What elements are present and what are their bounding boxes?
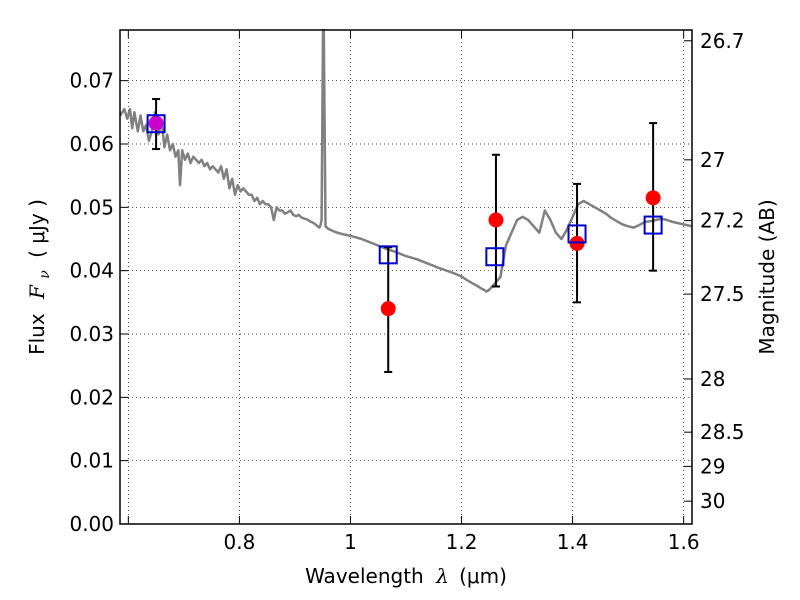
y2-tick-label: 29 bbox=[700, 454, 725, 478]
y2-tick-label: 28 bbox=[700, 367, 725, 391]
observed-points bbox=[148, 115, 661, 317]
x-tick-label: 1 bbox=[344, 530, 357, 554]
y2-tick-label: 27.5 bbox=[700, 282, 745, 306]
y-tick-label: 0.02 bbox=[69, 385, 114, 409]
y-axis-title-unit: ( μJy ) bbox=[25, 199, 49, 258]
observed-point bbox=[148, 115, 164, 131]
y-tick-label: 0.05 bbox=[69, 195, 114, 219]
y-tick-label: 0.06 bbox=[69, 132, 114, 156]
y-tick-label: 0.04 bbox=[69, 259, 114, 283]
y-axis-title: Flux F ν ( μJy ) bbox=[25, 199, 54, 355]
x-axis-title-unit: (μm) bbox=[459, 564, 507, 588]
y-axis-title-symbol: F bbox=[25, 284, 49, 300]
y2-axis-title: Magnitude (AB) bbox=[755, 199, 779, 354]
observed-point bbox=[488, 212, 504, 228]
y-tick-label: 0.01 bbox=[69, 449, 114, 473]
y2-tick-label: 27.2 bbox=[700, 209, 745, 233]
model-photometry-square bbox=[378, 245, 398, 265]
y2-tick-label: 30 bbox=[700, 489, 725, 513]
y-axis-title-subscript: ν bbox=[37, 270, 53, 279]
x-axis-title: Wavelength λ (μm) bbox=[305, 564, 507, 588]
model-photometry-square bbox=[485, 247, 505, 267]
x-axis-title-prefix: Wavelength bbox=[305, 564, 424, 588]
x-tick-label: 1.2 bbox=[446, 530, 478, 554]
plot-background bbox=[120, 30, 692, 524]
model-photometry-square bbox=[643, 215, 663, 235]
observed-point bbox=[645, 190, 661, 206]
model-spectrum-layer bbox=[118, 28, 693, 293]
y-tick-label: 0.00 bbox=[69, 512, 114, 536]
model-photometry-square bbox=[567, 224, 587, 244]
y2-tick-label: 26.7 bbox=[700, 29, 745, 53]
y2-tick-label: 27 bbox=[700, 148, 725, 172]
y-tick-label: 0.07 bbox=[69, 69, 114, 93]
x-axis-title-symbol: λ bbox=[435, 564, 449, 588]
model-spectrum-line bbox=[118, 28, 693, 293]
x-tick-label: 1.4 bbox=[557, 530, 589, 554]
observed-point bbox=[380, 301, 396, 317]
plot-frame bbox=[119, 29, 693, 525]
y-axis-title-prefix: Flux bbox=[25, 313, 49, 355]
y2-tick-label: 28.5 bbox=[700, 420, 745, 444]
y-tick-label: 0.03 bbox=[69, 322, 114, 346]
x-tick-label: 1.6 bbox=[668, 530, 700, 554]
axis-ticks: 0.8 1 1.2 1.4 1.6 0.00 0.01 0.02 0.03 0.04 0.05 0.0… bbox=[69, 29, 744, 554]
model-photometry-square bbox=[146, 114, 166, 134]
x-tick-label: 0.8 bbox=[223, 530, 255, 554]
model-photometry-points bbox=[146, 114, 663, 267]
